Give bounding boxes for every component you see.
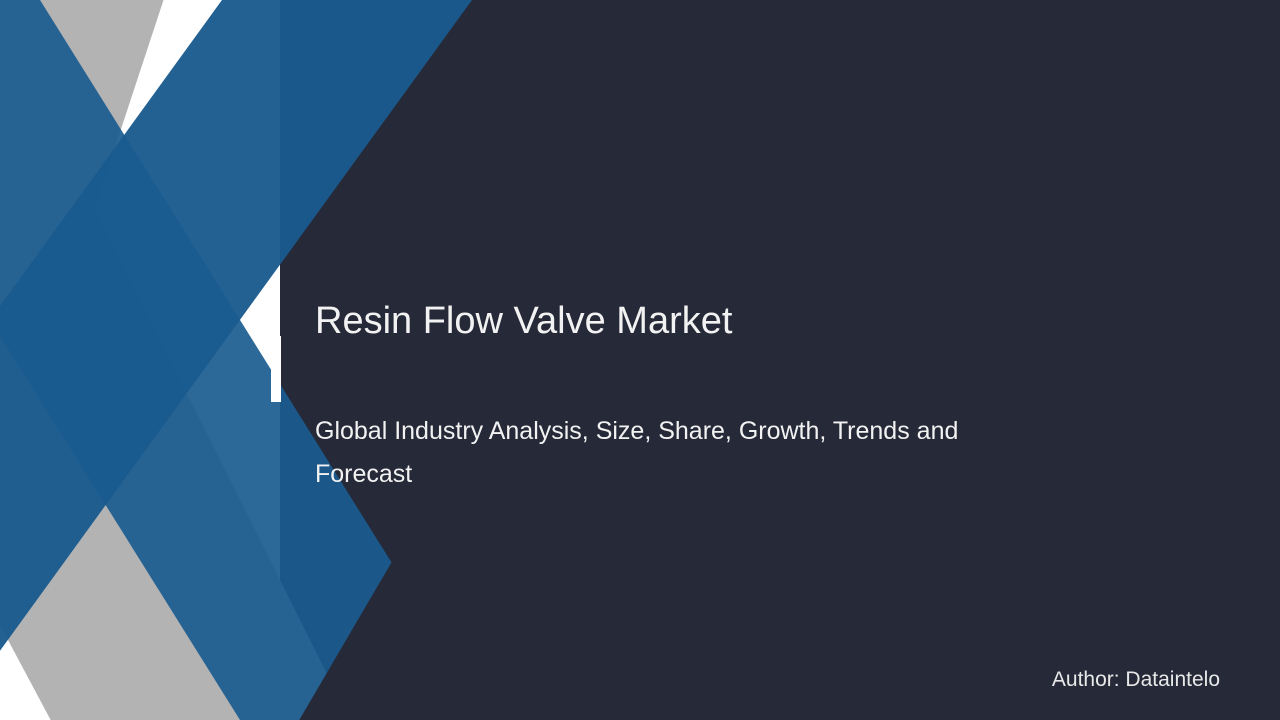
page-title: Resin Flow Valve Market (315, 300, 732, 343)
white-accent-sliver (271, 336, 281, 402)
slide-canvas: Resin Flow Valve Market Global Industry … (0, 0, 1280, 720)
page-subtitle: Global Industry Analysis, Size, Share, G… (315, 410, 1035, 495)
decorative-shapes (0, 0, 1280, 720)
dark-right-mask (270, 0, 1280, 720)
author-label: Author: Dataintelo (1052, 668, 1220, 692)
